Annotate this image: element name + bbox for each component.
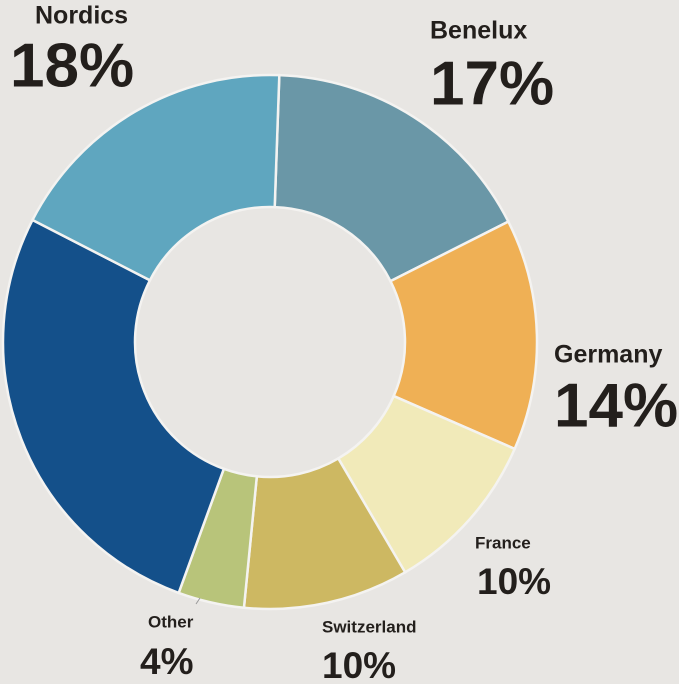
category-label: Germany bbox=[554, 341, 662, 369]
value-label: 18% bbox=[10, 31, 134, 100]
value-label: 4% bbox=[140, 641, 193, 682]
value-label: 14% bbox=[554, 371, 678, 440]
donut-segment bbox=[1, 218, 226, 595]
category-label: Benelux bbox=[430, 17, 527, 45]
category-label: France bbox=[475, 533, 531, 552]
value-label: 17% bbox=[430, 49, 554, 118]
category-label: Switzerland bbox=[322, 617, 416, 636]
donut-segment bbox=[30, 73, 281, 282]
category-label: Other bbox=[148, 612, 194, 631]
donut-segment bbox=[273, 73, 510, 283]
category-label: Nordics bbox=[35, 2, 128, 30]
leader-line bbox=[195, 597, 201, 605]
donut-segment bbox=[388, 219, 539, 451]
value-label: 10% bbox=[322, 645, 396, 684]
value-label: 10% bbox=[477, 561, 551, 602]
